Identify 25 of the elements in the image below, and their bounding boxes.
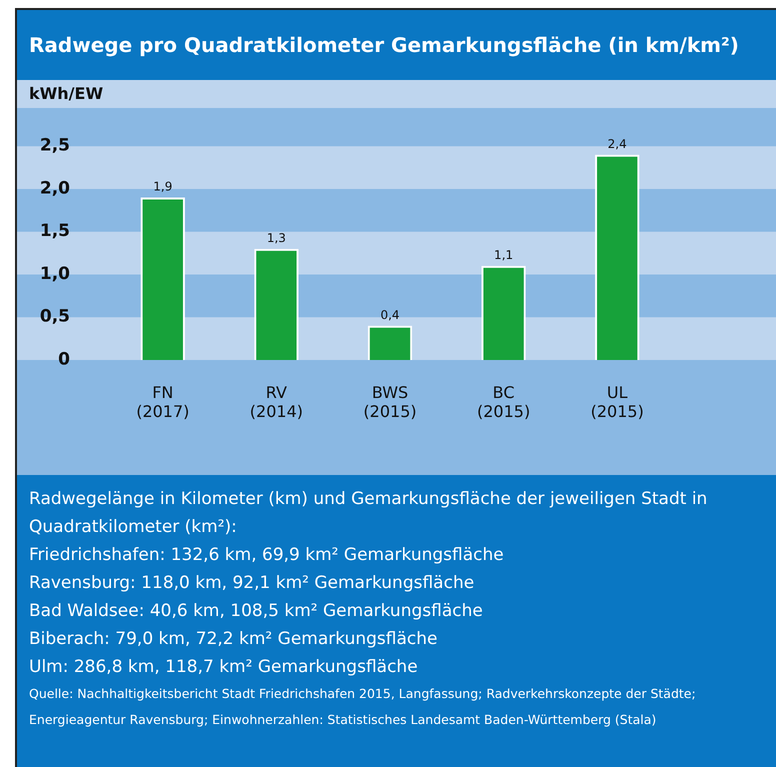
text: Radwegelänge in Kilometer (km) und Gemarkungsfläche der jeweiligen Stadt in Quadratkilometer (km²): [29,488,708,539]
text: Bad Waldsee: 40,6 km, 108,5 km² Gemarkungsfläche [29,600,484,623]
x-tick-label: BWS (2015) [363,382,417,421]
source-note: Quelle: Nachhaltigkeitsbericht Stadt Friedrichshafen 2015, Langfassung; Radverkehrskonzepte der Städte; Energieagentur Ravensburg; Einwohnerzahlen: Statistisches Landesamt Baden-Württemberg (Stala) [29,685,697,729]
data-label: 0,4 [380,308,400,322]
y-tick-label: 1,0 [40,264,70,284]
y-axis-title: kWh/EW [17,80,776,108]
text: Ravensburg: 118,0 km, 92,1 km² Gemarkungsfläche [29,572,476,595]
x-tick-label: RV (2014) [250,382,303,421]
data-label: 1,9 [153,180,172,194]
chart-title: Radwege pro Quadratkilometer Gemarkungsfläche (in km/km²) [28,32,740,59]
text: Biberach: 79,0 km, 72,2 km² Gemarkungsfläche [29,628,438,651]
y-tick-label: 1,5 [40,221,70,242]
data-label: 1,3 [266,230,286,245]
text: Friedrichshafen: 132,6 km, 69,9 km² Gemarkungsfläche [29,544,505,567]
data-label: 2,4 [608,136,627,151]
data-label: 1,1 [494,248,514,262]
y-tick-label: 2,5 [40,136,70,156]
y-tick-label: 0 [58,349,70,370]
y-tick-label: 0,5 [40,306,70,327]
x-tick-label: BC (2015) [477,382,530,421]
text: Ulm: 286,8 km, 118,7 km² Gemarkungsfläche [29,656,419,679]
x-tick-label: UL (2015) [590,382,644,421]
y-tick-label: 2,0 [40,178,70,198]
x-tick-label: FN (2017) [136,382,190,421]
